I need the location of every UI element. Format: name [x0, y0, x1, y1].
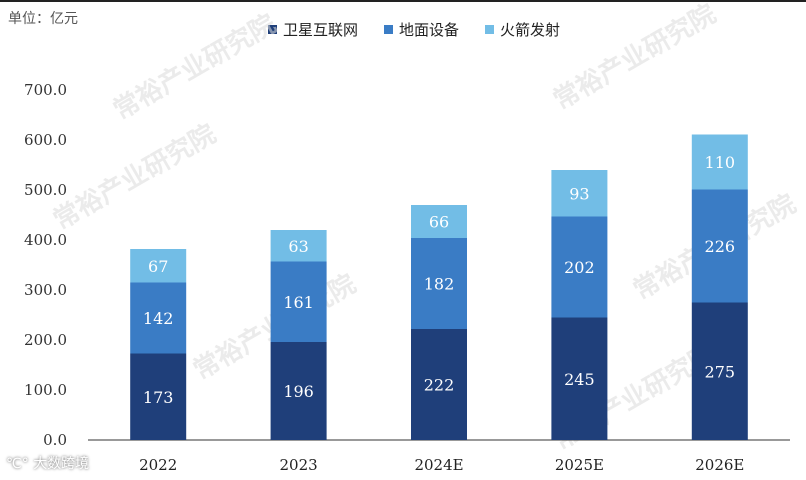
- legend-label-series3: 火箭发射: [500, 21, 561, 39]
- data-label: 161: [283, 293, 314, 312]
- bar-segment: [130, 282, 187, 354]
- brand-badge: ℃° 大数跨境: [6, 453, 89, 473]
- bar-segment: [551, 216, 608, 318]
- bar-segment: [270, 230, 327, 262]
- legend-item-series3: 火箭发射: [485, 19, 560, 40]
- y-tick-label: 300.0: [24, 281, 67, 299]
- x-tick-label: 2022: [139, 456, 177, 474]
- x-tick-label: 2026E: [695, 456, 744, 474]
- data-label: 66: [429, 213, 449, 232]
- watermark: 常裕产业研究院: [48, 118, 221, 236]
- y-tick-label: 200.0: [24, 331, 67, 349]
- data-label: 173: [143, 388, 174, 407]
- data-label: 63: [288, 237, 308, 256]
- y-tick-label: 600.0: [24, 131, 67, 149]
- data-label: 275: [705, 362, 736, 381]
- legend-label-series1: 卫星互联网: [283, 21, 359, 39]
- watermark-text: 常裕产业研究院: [548, 0, 721, 116]
- data-label: 110: [705, 153, 736, 172]
- top-border-line: [0, 0, 806, 2]
- data-label: 222: [424, 376, 455, 395]
- y-tick-label: 700.0: [24, 81, 67, 99]
- y-tick-label: 500.0: [24, 181, 67, 199]
- bar-segment: [411, 238, 467, 329]
- legend-swatch-series3: [485, 25, 495, 34]
- legend-swatch-series2: [384, 25, 394, 34]
- data-label: 196: [283, 382, 314, 401]
- data-label: 142: [143, 309, 174, 328]
- data-label: 226: [705, 237, 736, 256]
- legend: 卫星互联网 地面设备 火箭发射: [268, 19, 560, 40]
- bar-segment: [130, 353, 187, 440]
- legend-item-series2: 地面设备: [384, 19, 459, 40]
- bar-segment: [691, 134, 748, 190]
- bar-segment: [691, 302, 748, 440]
- data-label: 245: [564, 370, 595, 389]
- watermark-text: 常裕产业研究院: [48, 118, 221, 236]
- unit-label: 单位：亿元: [8, 11, 78, 27]
- bar-segment: [551, 317, 608, 440]
- bar-segment: [411, 329, 467, 440]
- bar-segment: [130, 249, 187, 283]
- bar-segment: [691, 189, 748, 303]
- bar-segment: [270, 342, 327, 440]
- bar-segment: [270, 261, 327, 342]
- bar-segment: [551, 170, 608, 217]
- watermark-text: 常裕产业研究院: [108, 8, 281, 126]
- brand-badge-text: 大数跨境: [33, 456, 90, 472]
- x-tick-label: 2025E: [555, 456, 604, 474]
- y-tick-label: 100.0: [24, 381, 67, 399]
- data-label: 182: [424, 275, 455, 294]
- data-label: 202: [564, 258, 595, 277]
- x-tick-label: 2024E: [414, 456, 463, 474]
- legend-label-series2: 地面设备: [399, 21, 460, 39]
- legend-item-series1: 卫星互联网: [268, 19, 358, 40]
- watermark: 常裕产业研究院: [548, 0, 721, 116]
- y-tick-label: 400.0: [24, 231, 67, 249]
- bar-segment: [411, 205, 467, 238]
- brand-badge-icon: ℃°: [6, 456, 29, 472]
- x-tick-label: 2023: [280, 456, 318, 474]
- watermark: 常裕产业研究院: [108, 8, 281, 126]
- data-label: 67: [148, 257, 168, 276]
- data-label: 93: [569, 184, 589, 203]
- y-tick-label: 0.0: [43, 431, 67, 449]
- legend-swatch-series1: [268, 25, 277, 34]
